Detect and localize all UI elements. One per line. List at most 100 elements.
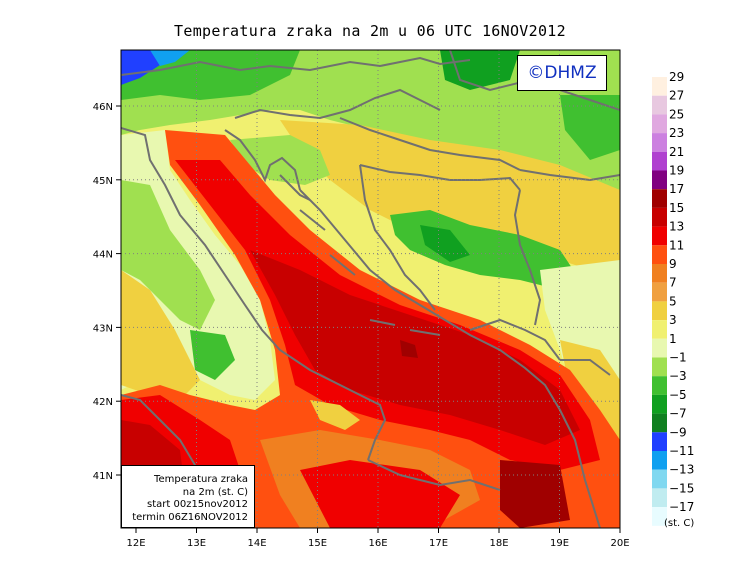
legend-label: −15 — [669, 481, 694, 495]
lat-label: 43N — [93, 323, 113, 334]
alps-cyan — [150, 50, 190, 66]
legend-swatch — [652, 226, 667, 246]
dalmatian-coast — [299, 189, 601, 528]
info-line-1: Temperatura zraka — [154, 474, 248, 485]
adriatic-hot — [400, 340, 418, 358]
lon-label: 14E — [247, 538, 266, 549]
italy-green — [121, 180, 215, 330]
lat-label: 41N — [93, 471, 113, 482]
legend-label: −17 — [669, 500, 694, 514]
legend-label: 23 — [669, 126, 684, 140]
ionian-hot — [500, 460, 570, 528]
legend-label: 11 — [669, 238, 684, 252]
island-1 — [279, 174, 311, 201]
latitude-axis: 46N 45N 44N 43N 42N 41N — [93, 102, 121, 482]
legend-unit: (st. C) — [664, 518, 695, 529]
legend-swatch — [652, 170, 667, 190]
bosnia-east-border — [513, 189, 542, 326]
legend-swatch — [652, 320, 667, 339]
italy-heel — [367, 459, 501, 491]
legend-swatch — [652, 133, 667, 152]
legend-swatch — [652, 151, 667, 171]
legend-swatch — [652, 301, 667, 321]
island-5 — [409, 329, 441, 336]
legend-label: 9 — [669, 257, 677, 271]
legend-label: 5 — [669, 294, 677, 308]
italy-green-2 — [190, 330, 235, 380]
lon-label: 17E — [429, 538, 448, 549]
montenegro-border — [469, 318, 561, 361]
legend-label: 27 — [669, 89, 684, 103]
lon-label: 20E — [610, 538, 629, 549]
lon-label: 15E — [308, 538, 327, 549]
hungary-croatia-border — [339, 117, 521, 171]
lat-label: 42N — [93, 397, 113, 408]
legend-label: 21 — [669, 145, 684, 159]
legend-label: 3 — [669, 313, 677, 327]
island-3 — [329, 254, 356, 276]
legend-label: −9 — [669, 425, 687, 439]
legend-swatch — [652, 432, 667, 451]
legend-label: 29 — [669, 70, 684, 84]
legend-swatch — [652, 264, 667, 283]
legend-swatch — [652, 114, 667, 134]
istria-coast — [224, 129, 301, 191]
lon-label: 12E — [126, 538, 145, 549]
lon-label: 19E — [550, 538, 569, 549]
map-title: Temperatura zraka na 2m u 06 UTC 16NOV20… — [174, 22, 566, 40]
legend-label: 15 — [669, 201, 684, 215]
central-pale-band — [280, 120, 620, 270]
legend-swatch — [652, 207, 667, 227]
lat-label: 46N — [93, 102, 113, 113]
legend-swatch — [652, 357, 667, 377]
lat-label: 44N — [93, 250, 113, 261]
legend-swatch — [652, 376, 667, 395]
legend-swatch — [652, 394, 667, 414]
island-4 — [369, 319, 396, 326]
legend-label: −13 — [669, 463, 694, 477]
legend-label: 7 — [669, 276, 677, 290]
info-line-2: na 2m (st. C) — [182, 486, 248, 498]
slovenia-border — [234, 88, 441, 120]
ionian-red — [300, 460, 460, 528]
legend-label: −5 — [669, 388, 687, 402]
serbia-border — [519, 169, 620, 182]
legend-swatch — [652, 413, 667, 433]
legend-label: −1 — [669, 351, 687, 365]
legend-swatch — [652, 189, 667, 208]
legend-swatch — [652, 77, 667, 96]
legend-label: −3 — [669, 369, 687, 383]
legend-label: −11 — [669, 444, 694, 458]
legend-label: 19 — [669, 164, 684, 178]
lon-label: 16E — [368, 538, 387, 549]
italy-east-coast — [121, 127, 387, 461]
lon-label: 18E — [489, 538, 508, 549]
longitude-axis: 12E 13E 14E 15E 16E 17E 18E 19E 20E — [126, 528, 630, 549]
italy-heel-yellow — [310, 400, 360, 430]
island-2 — [299, 209, 326, 231]
legend-label: −7 — [669, 407, 687, 421]
lon-label: 13E — [187, 538, 206, 549]
bosnia-dark-green — [420, 225, 470, 262]
legend-label: 1 — [669, 332, 677, 346]
legend-swatch — [652, 507, 667, 526]
legend-label: 13 — [669, 220, 684, 234]
dhmz-logo: ©DHMZ — [517, 55, 607, 91]
info-box: Temperatura zraka na 2m (st. C) start 00… — [121, 465, 255, 528]
legend-swatch — [652, 95, 667, 115]
italy-yellow — [121, 270, 200, 400]
info-line-3: start 00z15nov2012 — [147, 499, 248, 510]
legend-swatch — [652, 245, 667, 264]
alps-border — [121, 56, 471, 76]
map-frame — [120, 49, 621, 529]
ne-green — [560, 95, 620, 160]
lat-label: 45N — [93, 176, 113, 187]
legend-swatch — [652, 488, 667, 508]
legend-swatch — [652, 451, 667, 470]
legend-label: 25 — [669, 107, 684, 121]
bosnia-west-border — [359, 164, 436, 311]
legend-label: 17 — [669, 182, 684, 196]
legend-swatch — [652, 338, 667, 358]
